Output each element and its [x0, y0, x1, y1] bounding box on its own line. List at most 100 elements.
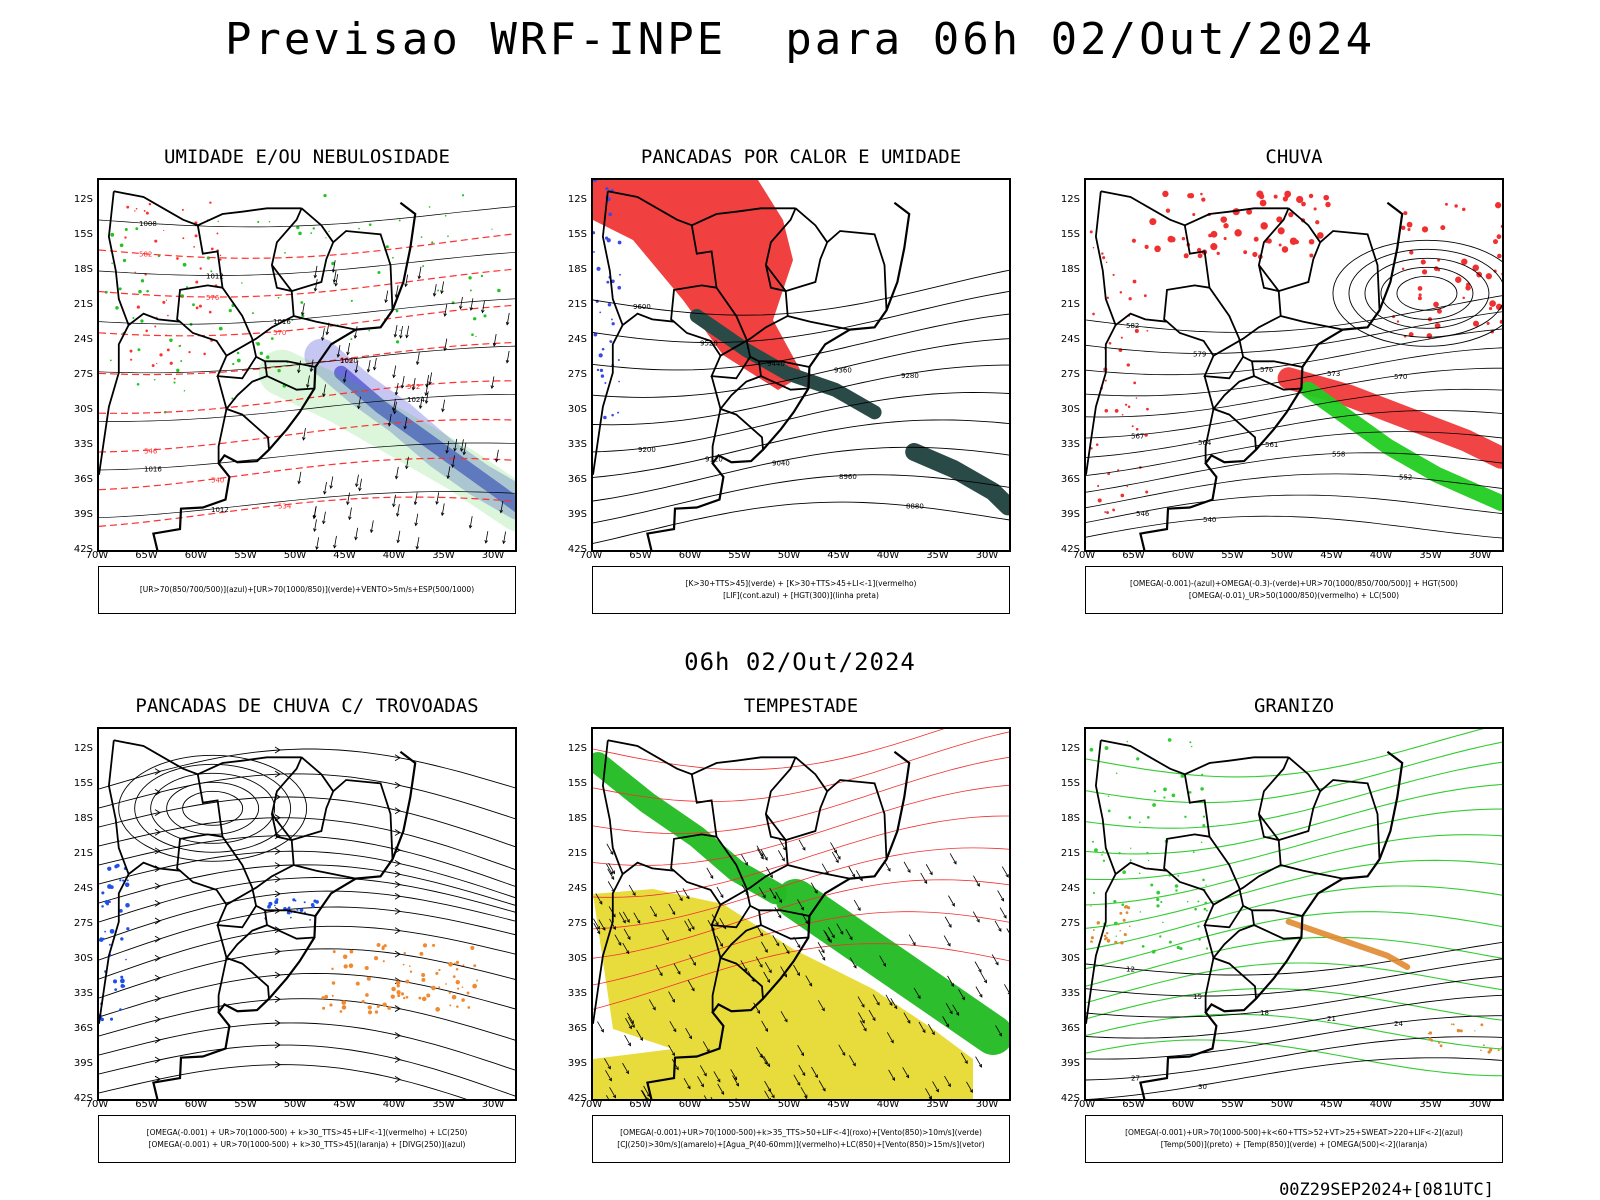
storm-orange-area	[457, 987, 460, 990]
isobar	[99, 491, 515, 519]
border-line	[1213, 315, 1282, 357]
border-line	[759, 909, 810, 917]
wind-vector-head	[861, 1003, 865, 1008]
thickness-red-contour	[162, 300, 166, 304]
storm-orange-area	[466, 991, 470, 995]
wind-vector	[614, 934, 622, 946]
wind-vector	[625, 1017, 632, 1029]
wind-vector	[836, 923, 844, 935]
streamline-arrow	[394, 881, 401, 888]
wind-vector-head	[405, 465, 409, 470]
omega-orange-area	[1128, 925, 1131, 928]
wind-vector-head	[348, 516, 352, 521]
lon-tick-label: 50W	[283, 1099, 307, 1110]
storm-orange-area	[396, 990, 401, 995]
wind-vector	[810, 882, 818, 894]
rain-red-area	[1126, 485, 1129, 488]
rain-red-area	[1260, 222, 1268, 230]
rain-red-area	[1501, 272, 1502, 276]
lifted-index-contour	[606, 280, 610, 284]
wind-vector-head	[628, 1025, 632, 1030]
wind-vector-head	[717, 1078, 721, 1083]
wind-vector-head	[759, 964, 763, 968]
legend-box: [K>30+TTS>45](verde) + [K>30+TTS>45+LI<-…	[592, 566, 1010, 614]
wind-vector	[879, 955, 886, 967]
legend-line: [OMEGA(-0.001) + UR>70(1000-500) + k>30_…	[146, 1128, 468, 1137]
wind-vector	[441, 281, 445, 294]
wind-vector-head	[492, 342, 497, 347]
wind-vector-head	[353, 335, 358, 339]
wind-vector	[641, 1090, 648, 1099]
wind-vector-head	[391, 407, 396, 412]
wind-vector-head	[346, 501, 350, 506]
lat-tick-label: 15S	[567, 229, 587, 240]
lat-tick-label: 27S	[73, 369, 93, 380]
divergence-blue-area	[100, 1017, 104, 1022]
wind-vector-head	[609, 871, 613, 875]
streamline	[99, 850, 515, 899]
lat-tick-label: 39S	[567, 509, 587, 520]
legend-line: [UR>70(850/700/500)](azul)+[UR>70(1000/8…	[139, 585, 475, 594]
omega-orange-area	[1096, 921, 1100, 925]
border-line	[1163, 284, 1244, 380]
temp850-contour	[1139, 821, 1141, 824]
wind-vector-head	[652, 1006, 656, 1011]
lon-tick-label: 60W	[1171, 1099, 1195, 1110]
wind-vector	[760, 849, 768, 861]
thickness-red-contour	[143, 209, 146, 212]
precipitable-water-contour	[593, 815, 1009, 898]
wind-vector-head	[441, 408, 445, 413]
temp850-contour	[1106, 925, 1108, 928]
wind-vector-head	[440, 512, 445, 517]
wind-vector	[888, 1069, 895, 1081]
border-line	[1163, 833, 1244, 929]
omega-orange-area	[1123, 905, 1127, 909]
height-contour	[593, 392, 1009, 453]
thickness-red-contour	[166, 348, 170, 352]
temp850-contour	[1086, 729, 1484, 778]
rain-red-area	[1285, 195, 1289, 199]
lifted-index-contour	[611, 322, 615, 326]
rain-red-area	[1496, 234, 1502, 240]
temp850-contour	[1180, 774, 1185, 778]
lat-tick-label: 30S	[73, 404, 93, 415]
lon-tick-label: 50W	[777, 550, 801, 561]
border-line	[1094, 191, 1117, 326]
wind-vector	[944, 916, 952, 928]
legend-line: [OMEGA(-0.01)_UR>50(1000/850)(vermelho) …	[1188, 591, 1400, 600]
thickness-red-contour	[126, 205, 130, 209]
lon-tick-label: 30W	[481, 1099, 505, 1110]
humidity-green-contour	[140, 319, 144, 323]
temp850-contour	[1203, 907, 1207, 911]
wind-vector-head	[312, 515, 317, 520]
wind-vector	[469, 516, 473, 529]
humidity-green-contour	[192, 303, 195, 307]
storm-orange-area	[367, 1010, 373, 1015]
wind-vector	[760, 1053, 768, 1065]
temp850-contour	[1160, 900, 1163, 904]
wind-vector-head	[309, 368, 314, 373]
humidity-green-contour	[399, 329, 401, 332]
wind-vector-head	[917, 995, 921, 1000]
lifted-index-contour	[599, 368, 604, 373]
wind-vector-head	[907, 869, 911, 873]
field-layer: 12 15 18 21 24 27 30	[1086, 729, 1502, 1099]
wind-vector-head	[393, 410, 397, 415]
streamline-arrow	[274, 862, 281, 869]
wind-vector	[797, 899, 804, 911]
storm-orange-area	[332, 950, 336, 954]
wind-vector-head	[976, 918, 980, 923]
storm-orange-area	[418, 996, 422, 1000]
streamline-arrow	[274, 971, 281, 979]
wind-vector-head	[675, 1066, 679, 1071]
wind-vector-head	[612, 926, 616, 931]
border-line	[332, 779, 394, 860]
border-line	[1319, 230, 1381, 311]
wind-vector-head	[821, 1007, 825, 1012]
rain-red-area	[1461, 258, 1468, 266]
lat-tick-label: 12S	[73, 194, 93, 205]
streamline	[99, 1044, 515, 1097]
wind-vector	[332, 260, 336, 273]
isobar	[99, 345, 515, 374]
lat-tick-label: 15S	[73, 229, 93, 240]
